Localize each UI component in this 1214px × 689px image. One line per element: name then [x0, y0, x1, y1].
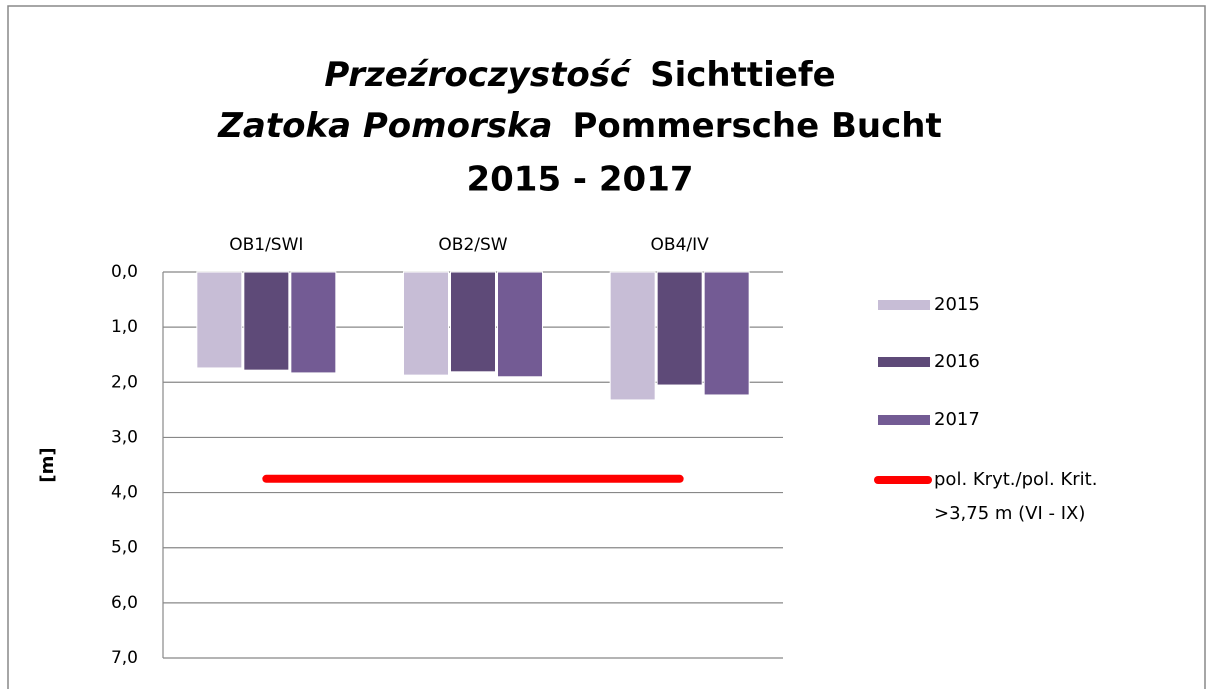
y-tick-label: 4,0 — [111, 483, 138, 503]
legend-swatch — [878, 415, 930, 425]
y-tick-label: 5,0 — [111, 538, 138, 558]
title-de: Pommersche Bucht — [573, 106, 942, 146]
bar — [290, 271, 337, 374]
title-line: Zatoka Pomorska Pommersche Bucht — [217, 106, 941, 146]
legend-label: pol. Kryt./pol. Krit. — [934, 469, 1097, 490]
title-pl: Zatoka Pomorska — [217, 106, 552, 146]
legend-label: 2016 — [934, 351, 980, 372]
bar — [196, 271, 243, 369]
legend-swatch — [878, 357, 930, 367]
x-tick-label: OB1/SWI — [229, 235, 303, 255]
chart-border — [7, 5, 1206, 689]
bar — [703, 271, 750, 396]
legend-label: >3,75 m (VI - IX) — [934, 503, 1085, 524]
bar — [243, 271, 290, 371]
bar — [609, 271, 656, 401]
bar — [403, 271, 449, 376]
y-tick-label: 0,0 — [111, 262, 138, 282]
bar — [450, 271, 496, 373]
legend-label: 2015 — [934, 294, 980, 315]
title-pl: Przeźroczystość — [324, 55, 632, 95]
y-tick-label: 3,0 — [111, 427, 138, 447]
x-tick-label: OB4/IV — [651, 235, 710, 255]
bar — [656, 271, 703, 386]
y-tick-label: 7,0 — [111, 648, 138, 668]
y-tick-label: 1,0 — [111, 317, 138, 337]
legend-label: 2017 — [934, 409, 980, 430]
y-tick-label: 6,0 — [111, 593, 138, 613]
x-tick-label: OB2/SW — [438, 235, 507, 255]
subtitle: 2015 - 2017 — [466, 160, 693, 200]
y-tick-label: 2,0 — [111, 372, 138, 392]
legend-swatch — [878, 300, 930, 310]
y-axis-label: [m] — [37, 447, 58, 482]
title-line: Przeźroczystość Sichttiefe — [324, 55, 835, 95]
bar — [497, 271, 543, 378]
title-de: Sichttiefe — [650, 55, 836, 95]
